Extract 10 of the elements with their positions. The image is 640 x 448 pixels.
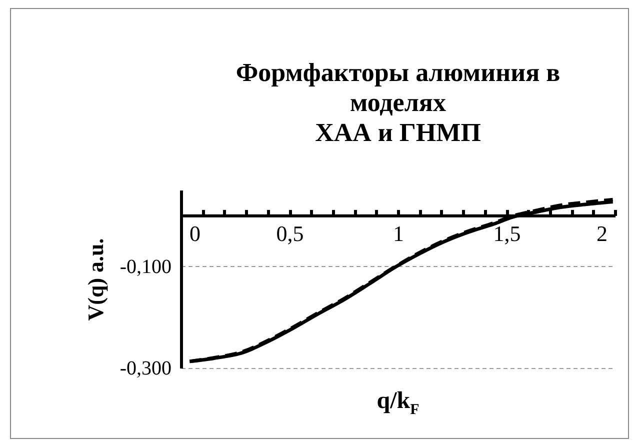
x-tick-label: 1,5 xyxy=(493,220,521,246)
x-tick-label: 2 xyxy=(596,220,608,246)
x-axis-title: q/k$_{F}$ xyxy=(376,388,420,419)
y-tick-label: -0,100 xyxy=(120,256,172,278)
x-tick-label: 0 xyxy=(190,220,200,246)
y-axis-title: V(q) a.u. xyxy=(82,238,108,321)
chart-title: Формфакторы алюминия в моделях ХАА и ГНМП xyxy=(236,58,560,147)
x-tick-label: 1 xyxy=(393,220,404,246)
x-tick-label: 0,5 xyxy=(276,220,304,246)
y-tick-label: -0,300 xyxy=(120,358,172,380)
